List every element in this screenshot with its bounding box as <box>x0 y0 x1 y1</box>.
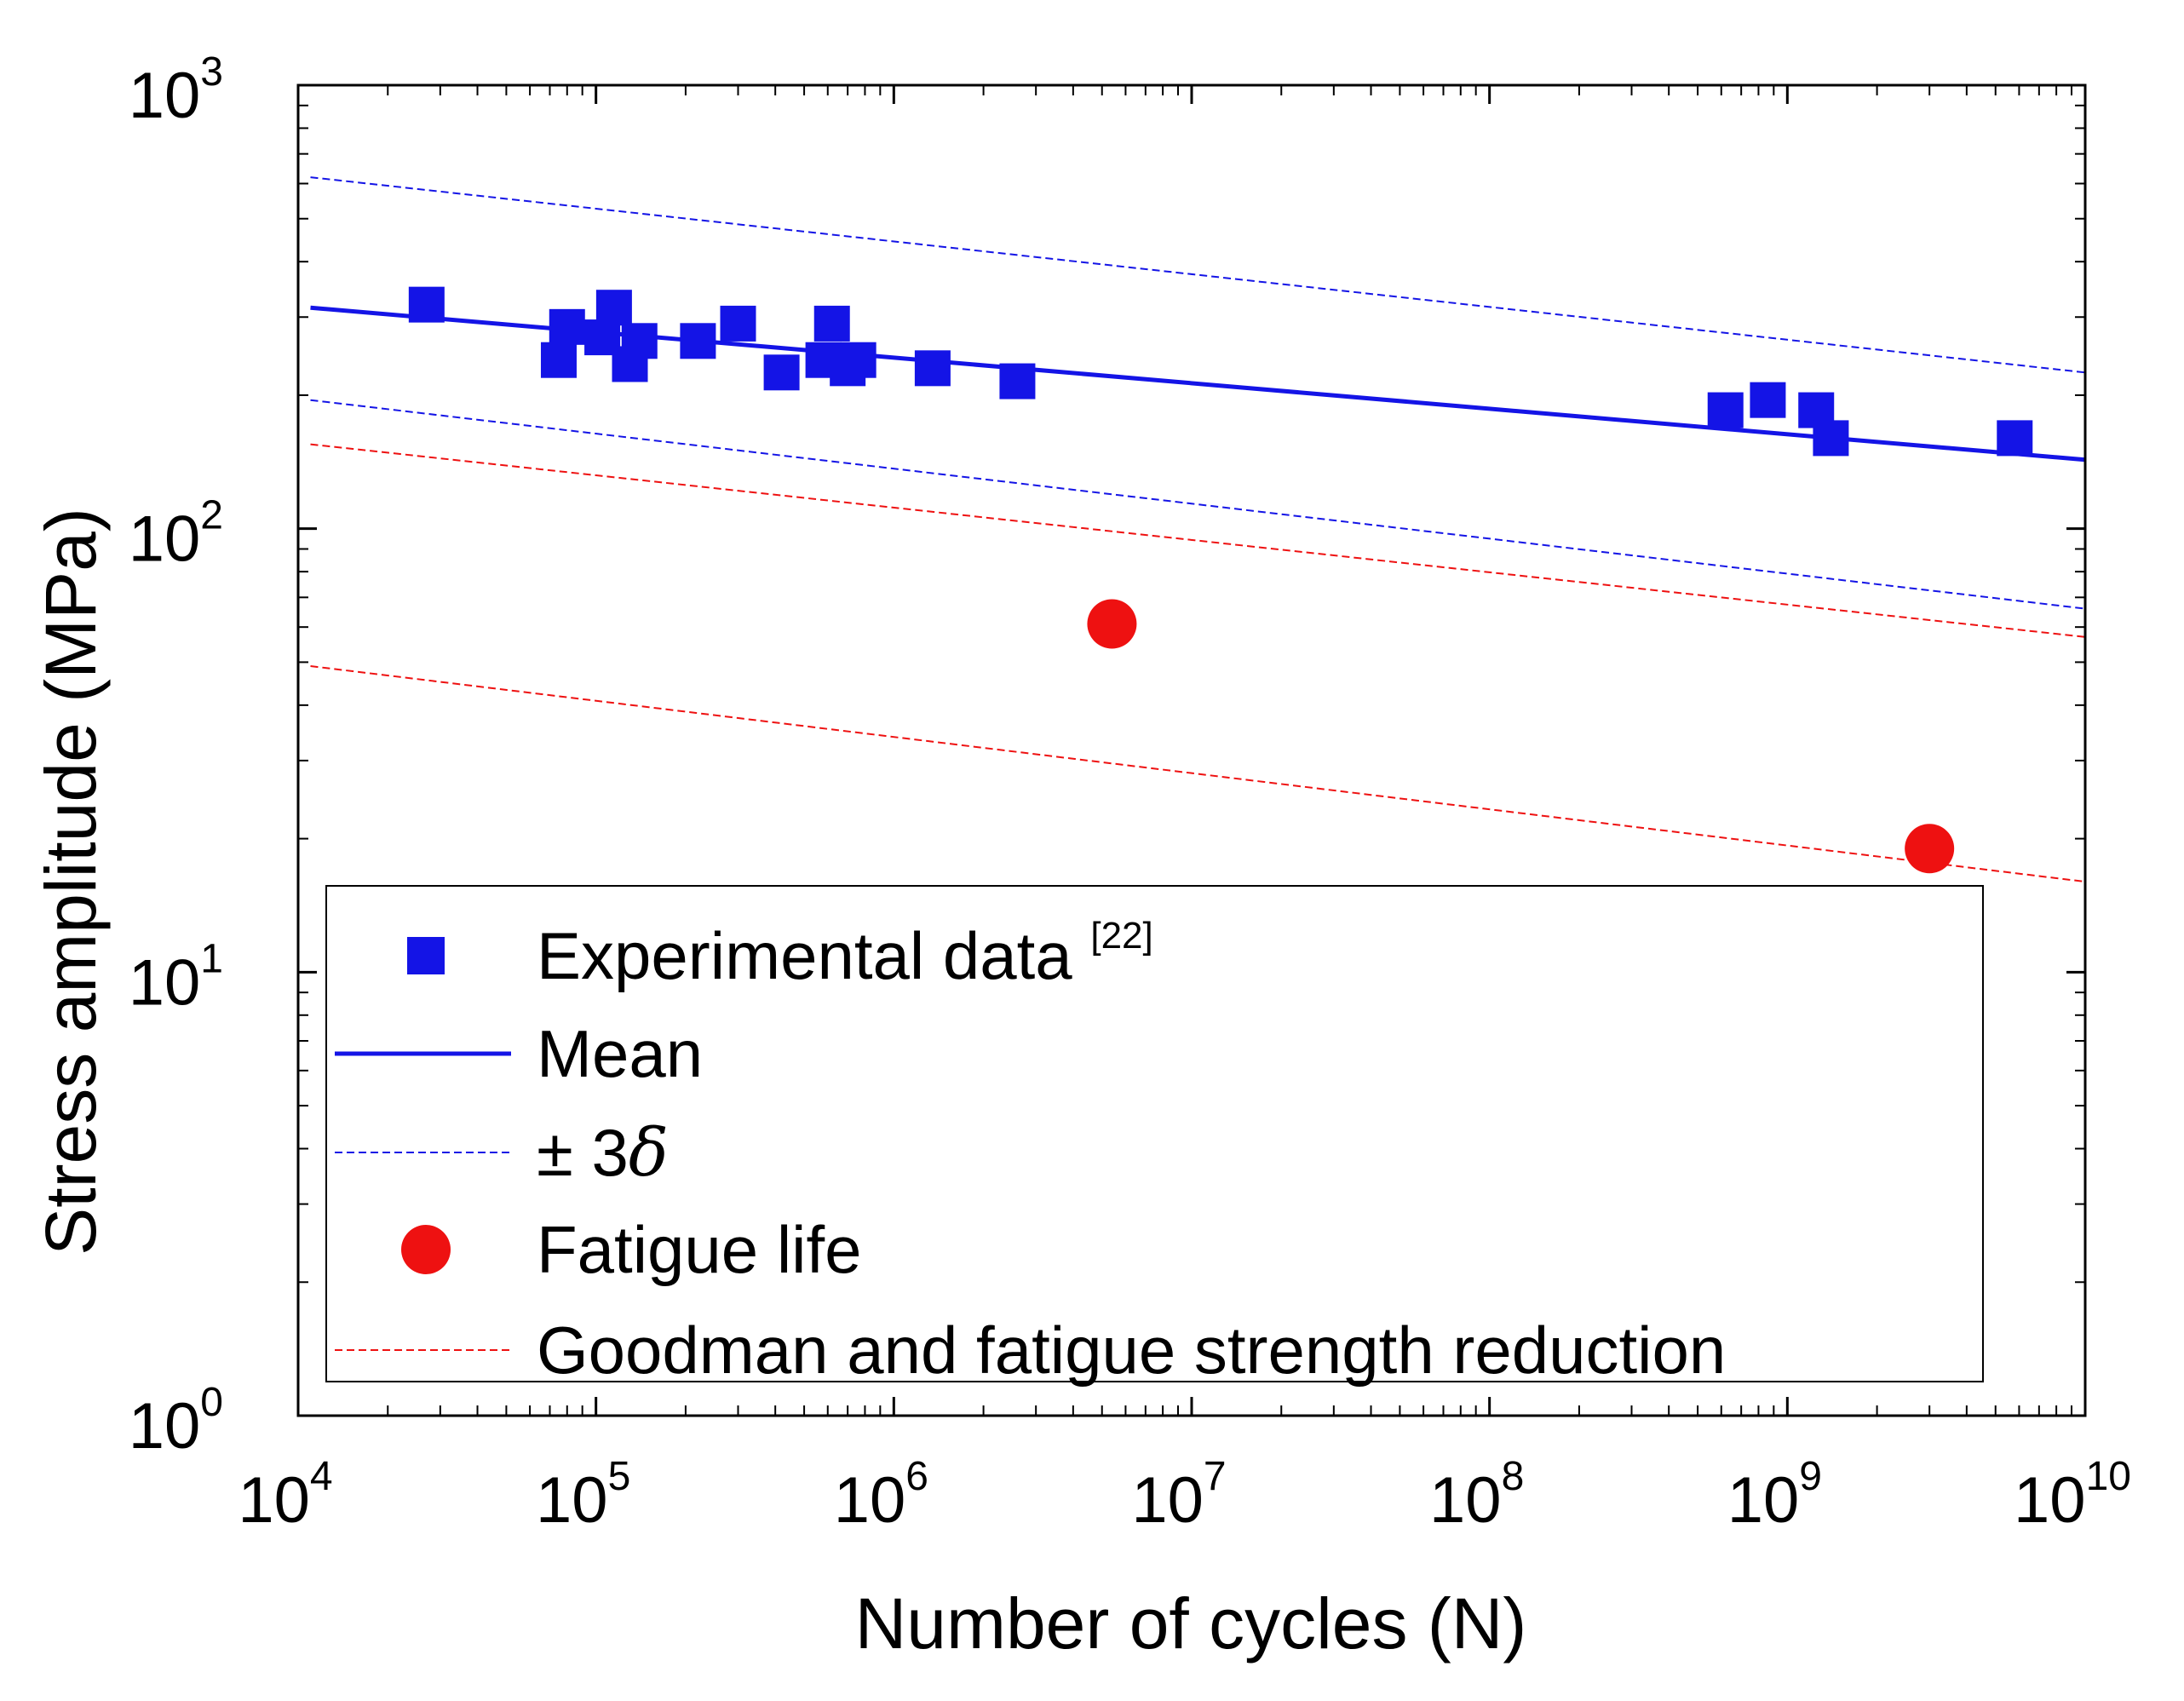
data-point-square <box>813 305 850 342</box>
series-layer <box>310 176 2085 883</box>
data-point-square <box>914 350 951 387</box>
y-tick-label: 103 <box>129 49 223 132</box>
data-point-square <box>840 342 876 378</box>
legend: Experimental data [22] Mean ± 3δ Fatigue li… <box>325 885 1984 1388</box>
y-tick-exponent: 2 <box>200 493 223 538</box>
y-tick-exponent: 3 <box>200 49 223 95</box>
x-tick-label: 1010 <box>2014 1454 2131 1537</box>
data-point-square <box>1997 420 2033 457</box>
plot-area <box>310 176 2085 883</box>
data-point-square <box>595 290 632 326</box>
data-point-square <box>549 308 585 345</box>
legend-label-fatigue-life: Fatigue life <box>537 1212 862 1287</box>
legend-label-goodman: Goodman and fatigue strength reduction <box>537 1313 1726 1388</box>
data-point-circle <box>1087 599 1137 649</box>
legend-circle-marker <box>401 1225 451 1274</box>
x-tick-label: 109 <box>1727 1454 1822 1537</box>
axis-labels: Number of cycles (N) Stress amplitude (M… <box>31 508 1526 1664</box>
x-tick-exponent: 5 <box>608 1454 631 1499</box>
x-tick-exponent: 8 <box>1502 1454 1525 1499</box>
data-point-square <box>1813 420 1849 457</box>
series-line-4-0 <box>310 443 2085 638</box>
y-axis-label: Stress amplitude (MPa) <box>31 508 111 1256</box>
data-point-square <box>680 323 716 359</box>
data-point-square <box>999 363 1036 399</box>
data-point-square <box>763 354 800 391</box>
x-tick-exponent: 4 <box>310 1454 333 1499</box>
x-tick-label: 106 <box>834 1454 928 1537</box>
x-tick-label: 107 <box>1131 1454 1226 1537</box>
y-tick-label: 100 <box>129 1380 223 1463</box>
data-point-square <box>1707 392 1744 428</box>
series-line-4-1 <box>310 665 2085 883</box>
x-axis-label: Number of cycles (N) <box>855 1583 1527 1664</box>
y-tick-label: 101 <box>129 936 223 1019</box>
legend-square-marker <box>407 937 445 974</box>
data-point-square <box>720 305 756 342</box>
legend-label-experimental: Experimental data [22] <box>537 915 1153 993</box>
x-tick-label: 108 <box>1429 1454 1524 1537</box>
legend-box <box>325 885 1984 1382</box>
data-point-square <box>540 342 577 378</box>
x-tick-exponent: 7 <box>1204 1454 1227 1499</box>
legend-delta-symbol: δ <box>629 1115 669 1192</box>
x-tick-exponent: 6 <box>905 1454 928 1499</box>
legend-label-mean: Mean <box>537 1016 703 1091</box>
legend-label-sigma: ± 3δ <box>537 1115 669 1192</box>
y-tick-exponent: 0 <box>200 1380 223 1425</box>
x-tick-label: 105 <box>536 1454 630 1537</box>
x-tick-label: 104 <box>238 1454 332 1537</box>
data-point-square <box>408 286 445 323</box>
y-tick-label: 102 <box>129 493 223 576</box>
x-tick-exponent: 10 <box>2086 1454 2131 1499</box>
data-point-square <box>1750 382 1786 418</box>
legend-superscript: [22] <box>1090 915 1152 957</box>
x-tick-exponent: 9 <box>1799 1454 1822 1499</box>
data-point-square <box>621 323 658 359</box>
y-tick-exponent: 1 <box>200 936 223 981</box>
data-point-circle <box>1905 824 1955 874</box>
